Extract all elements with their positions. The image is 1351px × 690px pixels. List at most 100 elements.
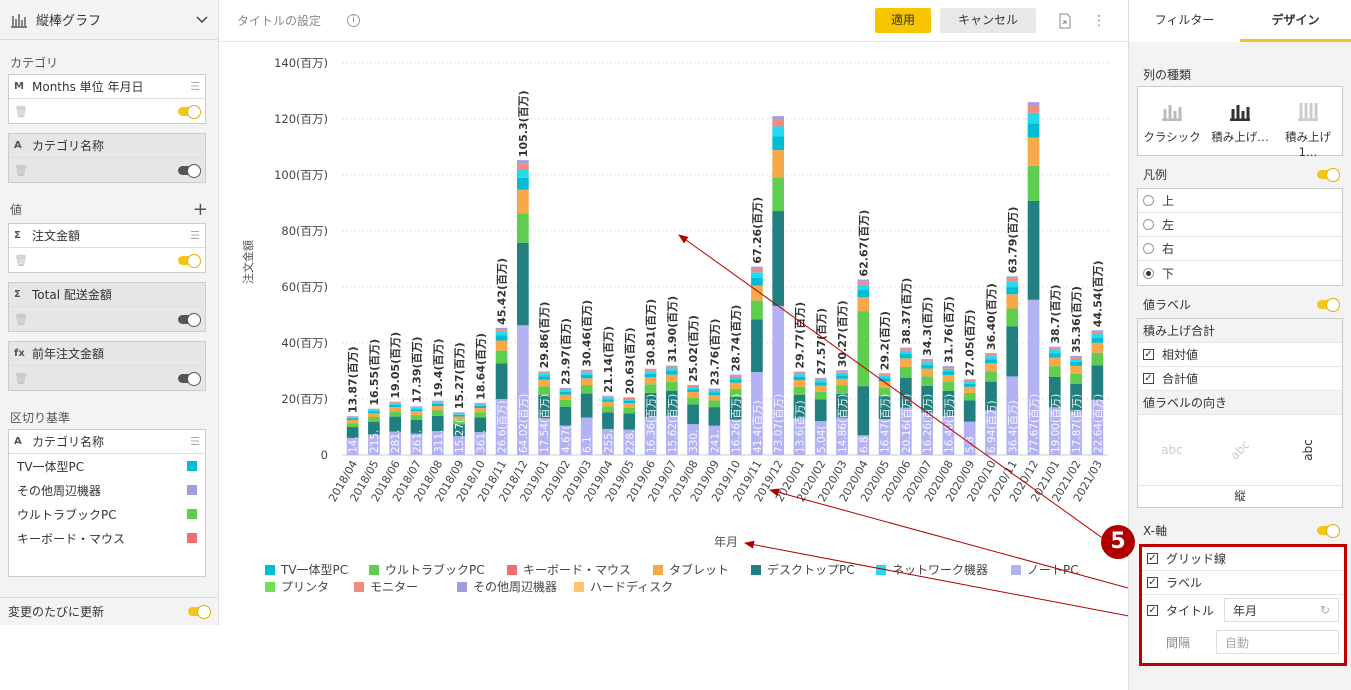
- column-type-stacked[interactable]: 積み上げ…: [1206, 87, 1274, 155]
- auto-update-row: 変更のたびに更新: [0, 597, 218, 625]
- total-value-label: 20.63(百万): [623, 327, 636, 394]
- trash-icon[interactable]: 🗑: [14, 163, 28, 177]
- color-swatch[interactable]: [187, 509, 197, 519]
- chart-type-selector[interactable]: 縦棒グラフ: [0, 0, 218, 40]
- value-toggle[interactable]: [178, 312, 201, 327]
- drag-handle-icon[interactable]: ☰: [190, 80, 200, 93]
- cancel-button[interactable]: キャンセル: [939, 8, 1036, 33]
- total-value-label: 29.86(百万): [538, 302, 551, 369]
- bar-segment: [772, 119, 785, 127]
- column-type-classic[interactable]: クラシック: [1138, 87, 1206, 155]
- total-value-label: 19.4(百万): [432, 338, 445, 397]
- trash-icon[interactable]: 🗑: [14, 104, 28, 118]
- radio-button[interactable]: [1143, 195, 1154, 206]
- color-swatch[interactable]: [187, 533, 197, 543]
- y-tick-label: 0: [321, 448, 328, 462]
- legend-left-option[interactable]: 左: [1138, 213, 1342, 237]
- trash-icon[interactable]: 🗑: [14, 371, 28, 385]
- title-option[interactable]: ✓ タイトル 年月 ↻: [1142, 595, 1344, 625]
- checkbox[interactable]: ✓: [1147, 577, 1158, 588]
- bar-segment: [538, 373, 550, 377]
- bar-segment: [580, 417, 593, 455]
- bar-segment: [474, 408, 487, 413]
- bar-segment: [389, 406, 402, 412]
- info-icon[interactable]: i: [347, 14, 361, 27]
- bar-segment: [602, 401, 614, 407]
- value-field[interactable]: Σ 注文金額 ☰: [9, 224, 205, 248]
- legend-label: ウルトラブックPC: [385, 562, 485, 577]
- tab-filter[interactable]: フィルター: [1154, 13, 1215, 27]
- bar-segment: [559, 387, 572, 389]
- x-axis-section: X-軸: [1129, 518, 1351, 542]
- checkbox[interactable]: ✓: [1143, 373, 1154, 384]
- split-field[interactable]: A カテゴリ名称 ☰: [9, 430, 205, 454]
- text-type-icon: A: [14, 436, 22, 447]
- segment-value-label: 73.07(百万): [773, 394, 785, 453]
- sum-icon: Σ: [14, 230, 21, 241]
- more-options-icon[interactable]: ⋮: [1092, 12, 1106, 29]
- radio-button-selected[interactable]: [1143, 267, 1154, 279]
- checkbox[interactable]: ✓: [1147, 604, 1158, 616]
- orientation-vertical[interactable]: abc: [1301, 439, 1315, 461]
- segment-value-label: 13.6(百万): [794, 400, 806, 453]
- drag-handle-icon[interactable]: ☰: [190, 435, 200, 448]
- bar-segment: [921, 361, 933, 365]
- apply-button[interactable]: 適用: [874, 8, 931, 33]
- legend-right-option[interactable]: 右: [1138, 237, 1342, 261]
- split-item[interactable]: キーボード・マウス: [9, 526, 205, 550]
- x-axis-toggle[interactable]: [1317, 523, 1340, 538]
- label-option[interactable]: ✓ ラベル: [1142, 571, 1344, 595]
- grid-option[interactable]: ✓ グリッド線: [1142, 547, 1344, 571]
- split-item[interactable]: その他周辺機器: [9, 478, 205, 502]
- radio-button[interactable]: [1143, 243, 1154, 254]
- bar-segment: [1070, 365, 1082, 374]
- orientation-horizontal[interactable]: abc: [1161, 443, 1183, 457]
- bar-segment: [559, 399, 572, 407]
- auto-update-toggle[interactable]: [188, 605, 211, 619]
- category-name-toggle[interactable]: [178, 163, 201, 178]
- legend-top-option[interactable]: 上: [1138, 189, 1342, 213]
- bar-segment: [431, 415, 444, 432]
- total-value-label: 29.77(百万): [793, 302, 806, 369]
- category-name-field[interactable]: A カテゴリ名称: [9, 134, 205, 158]
- category-toggle[interactable]: [178, 104, 201, 119]
- legend-bottom-option[interactable]: 下: [1138, 261, 1342, 285]
- column-type-label: 積み上げ 1…: [1285, 130, 1331, 159]
- column-type-title: 列の種類: [1143, 67, 1192, 82]
- y-tick-label: 120(百万): [274, 112, 328, 126]
- column-type-stacked-100[interactable]: 積み上げ 1…: [1274, 87, 1342, 159]
- split-item[interactable]: ウルトラブックPC: [9, 502, 205, 526]
- chevron-down-icon[interactable]: [196, 15, 208, 24]
- total-option[interactable]: ✓ 合計値: [1138, 367, 1342, 391]
- bar-segment: [389, 402, 402, 404]
- legend-swatch: [369, 565, 379, 575]
- legend-toggle[interactable]: [1317, 167, 1340, 182]
- reset-icon[interactable]: ↻: [1319, 603, 1330, 617]
- color-swatch[interactable]: [187, 461, 197, 471]
- trash-icon[interactable]: 🗑: [14, 312, 28, 326]
- bar-segment: [900, 354, 912, 359]
- split-item[interactable]: TV一体型PC: [9, 454, 205, 478]
- value-label-toggle[interactable]: [1317, 297, 1340, 312]
- category-field[interactable]: M Months 単位 年月日 ☰: [9, 75, 205, 99]
- segment-value-label: 41.4(百万): [752, 400, 764, 453]
- drag-handle-icon[interactable]: ☰: [190, 229, 200, 242]
- value-toggle[interactable]: [178, 371, 201, 386]
- sum-icon: Σ: [14, 289, 21, 300]
- interval-input[interactable]: 自動: [1216, 630, 1339, 654]
- radio-button[interactable]: [1143, 219, 1154, 230]
- value-field[interactable]: Σ Total 配送金額: [9, 283, 205, 307]
- bar-segment: [580, 374, 593, 379]
- axis-title-input[interactable]: 年月 ↻: [1224, 598, 1339, 622]
- value-field[interactable]: fx 前年注文金額: [9, 342, 205, 366]
- tab-design[interactable]: デザイン: [1240, 0, 1351, 42]
- title-setting-link[interactable]: タイトルの設定: [237, 14, 322, 28]
- color-swatch[interactable]: [187, 485, 197, 495]
- trash-icon[interactable]: 🗑: [14, 253, 28, 267]
- export-icon[interactable]: [1058, 13, 1072, 29]
- checkbox[interactable]: ✓: [1143, 349, 1154, 360]
- checkbox[interactable]: ✓: [1147, 553, 1158, 564]
- add-value-icon[interactable]: +: [192, 199, 208, 220]
- relative-option[interactable]: ✓ 相対値: [1138, 343, 1342, 367]
- value-toggle[interactable]: [178, 253, 201, 268]
